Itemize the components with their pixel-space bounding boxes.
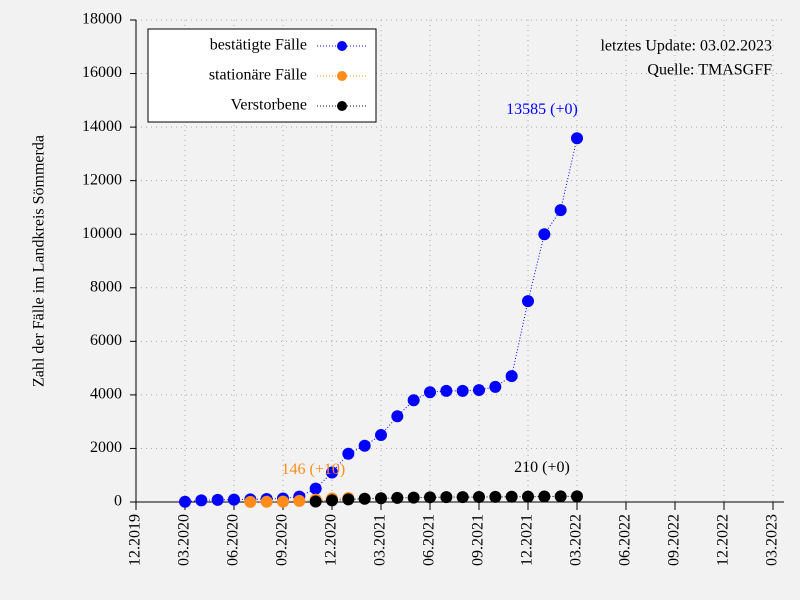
y-tick-label: 0 (114, 493, 122, 510)
data-point (522, 490, 534, 503)
point-annotation: 146 (+10) (281, 461, 345, 478)
data-point (424, 386, 436, 399)
data-point (293, 494, 306, 507)
data-point (456, 384, 469, 397)
data-point (440, 384, 453, 397)
data-point (424, 491, 436, 504)
data-point (309, 495, 322, 508)
data-point (228, 493, 240, 506)
legend-marker (337, 101, 347, 111)
x-tick-label: 06.2022 (617, 514, 634, 566)
x-tick-label: 09.2020 (274, 514, 291, 566)
data-point (358, 492, 371, 505)
data-point (342, 447, 355, 460)
data-point (489, 380, 502, 393)
data-point (571, 490, 583, 503)
data-point (505, 370, 518, 383)
data-point (195, 494, 208, 507)
y-tick-label: 16000 (82, 64, 122, 81)
data-point (554, 204, 567, 217)
x-tick-label: 03.2022 (568, 514, 585, 566)
x-tick-label: 12.2022 (715, 514, 732, 566)
point-annotation: 13585 (+0) (506, 101, 578, 118)
point-annotation: 210 (+0) (514, 459, 570, 476)
y-tick-label: 14000 (82, 118, 122, 135)
y-tick-label: 10000 (82, 225, 122, 242)
data-point (244, 495, 257, 508)
data-point (505, 490, 518, 503)
data-point (391, 410, 404, 423)
data-point (407, 491, 420, 504)
data-point (456, 491, 469, 504)
data-point (440, 491, 453, 504)
data-point (179, 495, 191, 508)
legend-marker (337, 71, 347, 81)
x-tick-label: 12.2019 (127, 514, 144, 566)
info-text: letztes Update: 03.02.2023 (600, 38, 772, 55)
x-tick-label: 03.2020 (176, 514, 193, 566)
data-point (277, 495, 289, 508)
y-axis-label: Zahl der Fälle im Landkreis Sömmerda (31, 135, 48, 387)
data-point (211, 493, 224, 506)
data-point (473, 491, 485, 504)
data-point (522, 295, 534, 308)
data-point (538, 228, 551, 241)
y-tick-label: 18000 (82, 11, 122, 28)
legend-label: Verstorbene (231, 97, 307, 114)
legend-label: stationäre Fälle (209, 67, 307, 84)
data-point (375, 492, 387, 505)
y-tick-label: 4000 (90, 386, 122, 403)
info-text: Quelle: TMASGFF (647, 62, 772, 79)
x-tick-label: 03.2021 (372, 514, 389, 566)
x-tick-label: 09.2021 (470, 514, 487, 566)
legend-marker (337, 41, 347, 51)
data-point (375, 429, 387, 442)
y-tick-label: 6000 (90, 332, 122, 349)
x-tick-label: 03.2023 (764, 514, 781, 566)
data-point (391, 491, 404, 504)
data-point (473, 384, 485, 397)
x-tick-label: 12.2021 (519, 514, 536, 566)
x-tick-label: 12.2020 (323, 514, 340, 566)
legend: bestätigte Fälle stationäre Fälle Verstorb… (147, 28, 377, 123)
y-tick-label: 12000 (82, 171, 122, 188)
y-tick-label: 8000 (90, 278, 122, 295)
data-point (554, 490, 567, 503)
data-point (489, 490, 502, 503)
data-point (309, 482, 322, 495)
x-tick-label: 09.2022 (666, 514, 683, 566)
data-point (571, 132, 583, 145)
x-tick-label: 06.2021 (421, 514, 438, 566)
data-point (407, 394, 420, 407)
legend-label: bestätigte Fälle (210, 37, 307, 54)
data-point (326, 466, 338, 479)
data-point (538, 490, 551, 503)
x-tick-label: 06.2020 (225, 514, 242, 566)
y-tick-label: 2000 (90, 439, 122, 456)
data-point (358, 439, 371, 452)
data-point (326, 494, 338, 507)
data-point (342, 493, 355, 506)
data-point (260, 495, 273, 508)
